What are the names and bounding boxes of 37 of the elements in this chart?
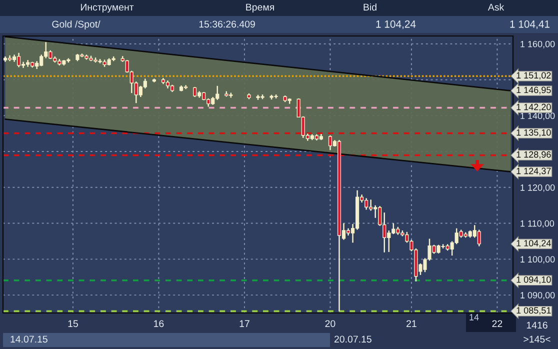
- y-tick-label: 1 140,00: [520, 112, 555, 120]
- x-tick-label: 21: [406, 320, 416, 327]
- text: 1 104,24: [376, 20, 416, 30]
- text: Ask: [488, 3, 504, 11]
- text: 14.07.15: [10, 336, 48, 343]
- ref-line-label: 1 151,02: [516, 72, 551, 80]
- y-tick-label: 1 120,00: [520, 184, 555, 192]
- x-tick-label: 15: [68, 320, 78, 328]
- text: 1416: [526, 322, 548, 329]
- y-tick-label: 1 160,00: [520, 40, 555, 48]
- x-tick-label: 22: [492, 320, 502, 327]
- text: 1 104,41: [510, 20, 550, 30]
- x-tick-label: 16: [154, 320, 164, 328]
- x-tick-label: 17: [240, 320, 250, 327]
- text: >145<: [524, 336, 550, 343]
- candlestick: [328, 134, 332, 151]
- text: 1 104,24: [516, 240, 551, 248]
- ref-line-label: 1 142,20: [516, 104, 551, 112]
- ref-line-label: 1 128,96: [516, 151, 551, 159]
- ref-line-label: 1 135,10: [516, 129, 551, 137]
- text: 15:36:26.409: [199, 20, 255, 28]
- candlestick: [193, 86, 197, 98]
- y-tick-label: 1 100,00: [520, 256, 555, 264]
- text: 20.07.15: [334, 336, 372, 343]
- text: Gold /Spot/: [52, 20, 100, 30]
- x-tick-label: 20: [325, 320, 336, 328]
- ref-line-label: 1 085,51: [516, 307, 551, 315]
- y-tick-label: 1 110,00: [520, 220, 554, 228]
- text: 14: [470, 314, 479, 320]
- text: Инструмент: [80, 4, 134, 13]
- ref-line-label: 1 094,10: [516, 276, 551, 284]
- data-label: 1 146,95: [516, 86, 551, 94]
- candlestick: [477, 229, 481, 247]
- data-label: 1 124,37: [516, 168, 551, 176]
- y-tick-label: 1 090,00: [520, 292, 555, 300]
- text: Время: [246, 4, 274, 13]
- text: Bid: [364, 3, 376, 11]
